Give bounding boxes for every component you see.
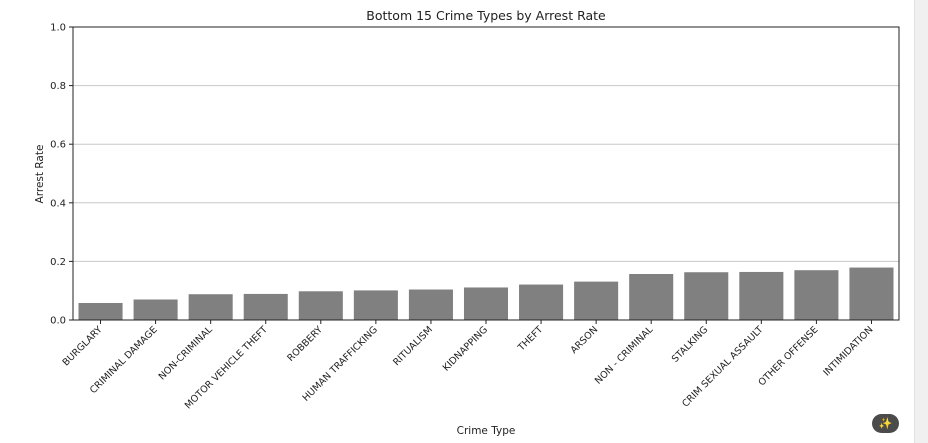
x-tick-label: ROBBERY bbox=[285, 324, 325, 364]
x-tick-label: KIDNAPPING bbox=[441, 324, 490, 373]
x-tick-label: RITUALISM bbox=[391, 324, 435, 368]
y-axis-ticks: 0.0 0.2 0.4 0.6 0.8 1.0 bbox=[50, 23, 73, 327]
x-tick-label: NON - CRIMINAL bbox=[593, 324, 656, 387]
x-tick-label: OTHER OFFENSE bbox=[756, 324, 820, 388]
bars bbox=[78, 267, 894, 320]
x-axis-label: Crime Type bbox=[457, 425, 516, 437]
x-tick-label: NON-CRIMINAL bbox=[157, 324, 216, 383]
bar bbox=[408, 289, 453, 320]
x-tick-label: BURGLARY bbox=[61, 324, 105, 368]
y-tick-label: 1.0 bbox=[50, 23, 66, 34]
magic-wand-icon: ✨ bbox=[878, 417, 893, 430]
x-tick-label: ARSON bbox=[569, 324, 601, 356]
bar bbox=[794, 270, 839, 320]
y-tick-label: 0.6 bbox=[50, 140, 66, 151]
bar bbox=[629, 273, 674, 320]
y-tick-label: 0.2 bbox=[50, 257, 66, 268]
bar bbox=[78, 303, 123, 320]
chart-title: Bottom 15 Crime Types by Arrest Rate bbox=[366, 8, 606, 23]
bar bbox=[519, 284, 564, 320]
vertical-scrollbar[interactable] bbox=[914, 0, 928, 443]
bar bbox=[463, 287, 509, 320]
x-tick-label: INTIMIDATION bbox=[821, 324, 875, 378]
bar bbox=[243, 293, 288, 320]
x-tick-label: THEFT bbox=[515, 324, 545, 354]
bar bbox=[353, 290, 398, 320]
y-tick-label: 0.0 bbox=[50, 316, 66, 327]
bar bbox=[684, 272, 729, 320]
y-axis-label: Arrest Rate bbox=[34, 145, 46, 204]
bar bbox=[298, 291, 343, 320]
y-tick-label: 0.8 bbox=[50, 81, 66, 92]
bar bbox=[133, 299, 178, 320]
x-tick-label: STALKING bbox=[670, 324, 711, 365]
y-tick-label: 0.4 bbox=[50, 198, 66, 209]
bar bbox=[849, 267, 894, 320]
magic-wand-button[interactable]: ✨ bbox=[872, 414, 899, 433]
bar bbox=[188, 294, 233, 320]
bar bbox=[739, 271, 784, 320]
bar bbox=[574, 281, 619, 320]
